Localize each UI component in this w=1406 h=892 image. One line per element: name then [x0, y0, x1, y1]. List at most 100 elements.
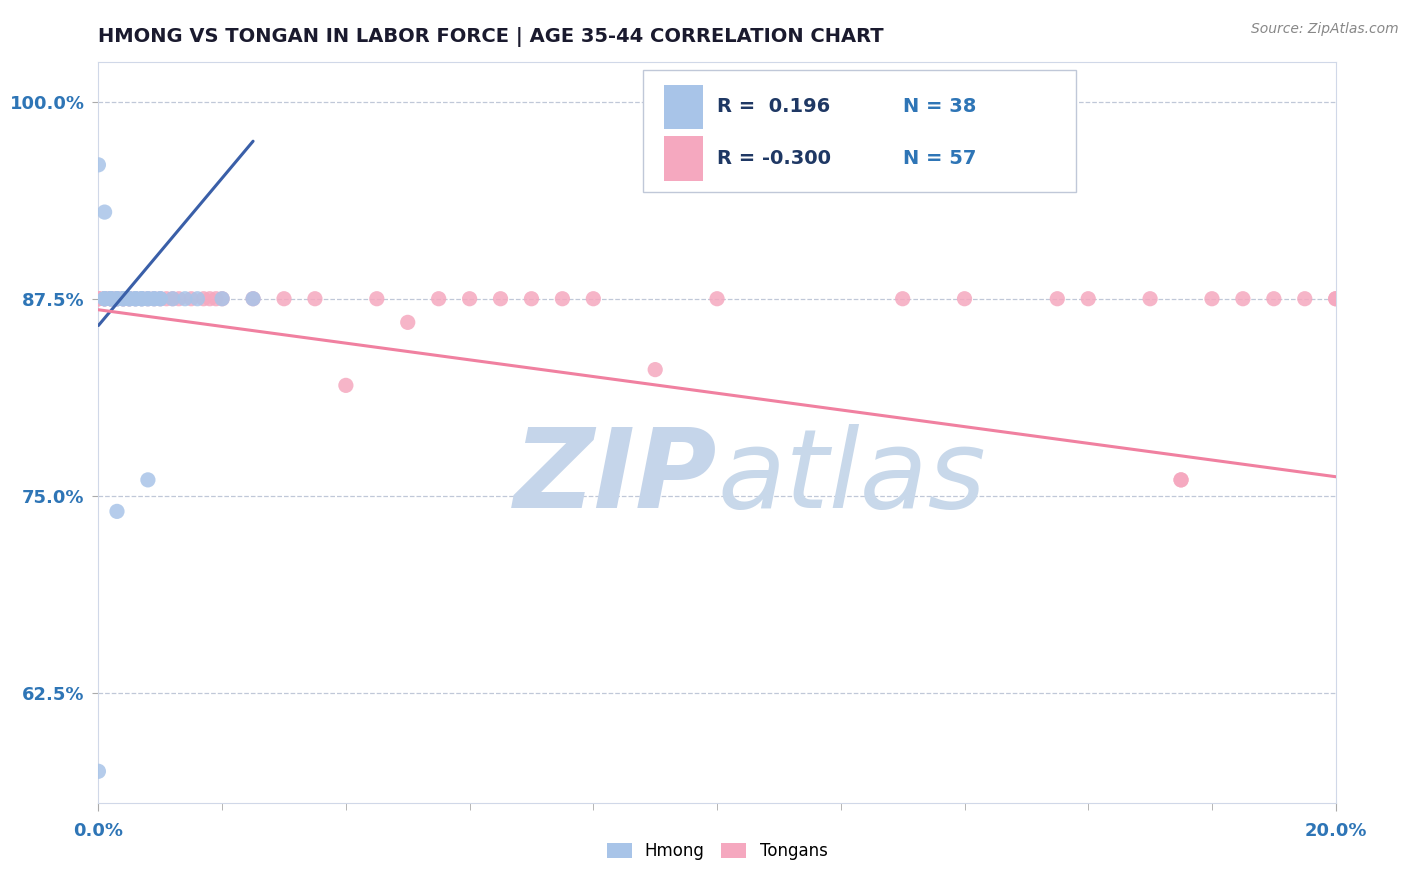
Tongans	[131, 292, 153, 306]
Tongans	[1324, 292, 1347, 306]
Tongans	[304, 292, 326, 306]
Tongans	[155, 292, 177, 306]
Text: R = -0.300: R = -0.300	[717, 149, 831, 169]
Tongans	[100, 292, 122, 306]
Hmong	[93, 292, 115, 306]
Tongans	[830, 95, 852, 109]
Tongans	[551, 292, 574, 306]
Tongans	[366, 292, 388, 306]
Hmong	[118, 292, 141, 306]
Hmong	[136, 292, 159, 306]
Tongans	[1077, 292, 1099, 306]
Tongans	[100, 292, 122, 306]
Text: Source: ZipAtlas.com: Source: ZipAtlas.com	[1251, 22, 1399, 37]
Hmong	[162, 292, 184, 306]
Hmong	[136, 473, 159, 487]
Hmong	[105, 292, 128, 306]
Hmong	[93, 292, 115, 306]
Tongans	[87, 292, 110, 306]
Tongans	[1170, 473, 1192, 487]
Hmong	[100, 292, 122, 306]
Hmong	[112, 292, 135, 306]
Hmong	[118, 292, 141, 306]
Tongans	[93, 292, 115, 306]
Hmong	[100, 292, 122, 306]
Hmong	[136, 292, 159, 306]
Tongans	[118, 292, 141, 306]
Hmong	[149, 292, 172, 306]
Tongans	[87, 292, 110, 306]
Tongans	[93, 292, 115, 306]
Tongans	[489, 292, 512, 306]
Tongans	[335, 378, 357, 392]
Tongans	[1170, 473, 1192, 487]
Hmong	[174, 292, 197, 306]
Tongans	[149, 292, 172, 306]
FancyBboxPatch shape	[643, 70, 1076, 192]
Tongans	[427, 292, 450, 306]
Tongans	[1201, 292, 1223, 306]
Bar	[664, 85, 703, 129]
Tongans	[105, 292, 128, 306]
Tongans	[891, 292, 914, 306]
Tongans	[396, 315, 419, 329]
Tongans	[211, 292, 233, 306]
Tongans	[953, 292, 976, 306]
Hmong	[112, 292, 135, 306]
Tongans	[768, 95, 790, 109]
Hmong	[100, 292, 122, 306]
Text: N = 38: N = 38	[903, 97, 976, 116]
Hmong	[87, 158, 110, 172]
Tongans	[706, 292, 728, 306]
Tongans	[1139, 292, 1161, 306]
Tongans	[242, 292, 264, 306]
Tongans	[105, 292, 128, 306]
Text: ZIP: ZIP	[513, 424, 717, 531]
Tongans	[87, 292, 110, 306]
Tongans	[162, 292, 184, 306]
Tongans	[644, 362, 666, 376]
Tongans	[1294, 292, 1316, 306]
Tongans	[273, 292, 295, 306]
Hmong	[131, 292, 153, 306]
Tongans	[112, 292, 135, 306]
Hmong	[186, 292, 208, 306]
Tongans	[143, 292, 166, 306]
Tongans	[1046, 292, 1069, 306]
Text: N = 57: N = 57	[903, 149, 976, 169]
Tongans	[1324, 292, 1347, 306]
Tongans	[1263, 292, 1285, 306]
Hmong	[143, 292, 166, 306]
Hmong	[143, 292, 166, 306]
Hmong	[149, 292, 172, 306]
Hmong	[124, 292, 146, 306]
Text: atlas: atlas	[717, 424, 986, 531]
Hmong	[100, 292, 122, 306]
Bar	[664, 136, 703, 181]
Hmong	[124, 292, 146, 306]
Hmong	[105, 292, 128, 306]
Text: HMONG VS TONGAN IN LABOR FORCE | AGE 35-44 CORRELATION CHART: HMONG VS TONGAN IN LABOR FORCE | AGE 35-…	[98, 27, 884, 46]
Hmong	[242, 292, 264, 306]
Tongans	[136, 292, 159, 306]
Legend: Hmong, Tongans: Hmong, Tongans	[598, 834, 837, 869]
Hmong	[112, 292, 135, 306]
Tongans	[520, 292, 543, 306]
Hmong	[211, 292, 233, 306]
Hmong	[118, 292, 141, 306]
Tongans	[205, 292, 228, 306]
Tongans	[118, 292, 141, 306]
Tongans	[193, 292, 215, 306]
Tongans	[180, 292, 202, 306]
Tongans	[167, 292, 190, 306]
Tongans	[198, 292, 221, 306]
Hmong	[131, 292, 153, 306]
Hmong	[93, 205, 115, 219]
Tongans	[458, 292, 481, 306]
Tongans	[93, 292, 115, 306]
Tongans	[124, 292, 146, 306]
Tongans	[112, 292, 135, 306]
Hmong	[87, 764, 110, 779]
Tongans	[100, 292, 122, 306]
Text: R =  0.196: R = 0.196	[717, 97, 831, 116]
